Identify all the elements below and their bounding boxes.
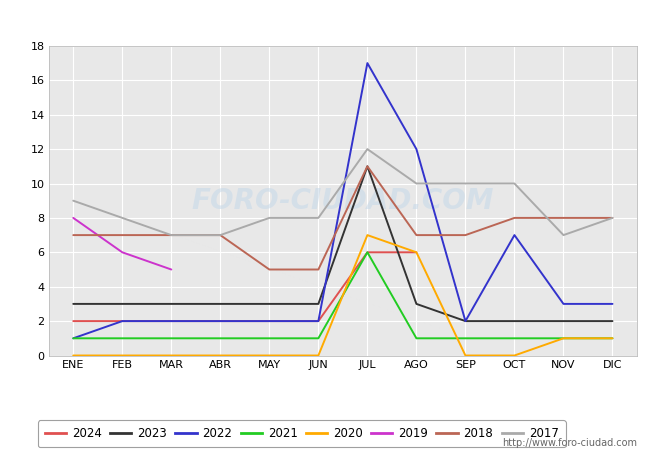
Text: Afiliados en Talveila a 30/9/2024: Afiliados en Talveila a 30/9/2024	[190, 12, 460, 30]
Text: FORO-CIUDAD.COM: FORO-CIUDAD.COM	[192, 187, 494, 215]
Text: http://www.foro-ciudad.com: http://www.foro-ciudad.com	[502, 438, 637, 448]
Legend: 2024, 2023, 2022, 2021, 2020, 2019, 2018, 2017: 2024, 2023, 2022, 2021, 2020, 2019, 2018…	[38, 420, 566, 447]
